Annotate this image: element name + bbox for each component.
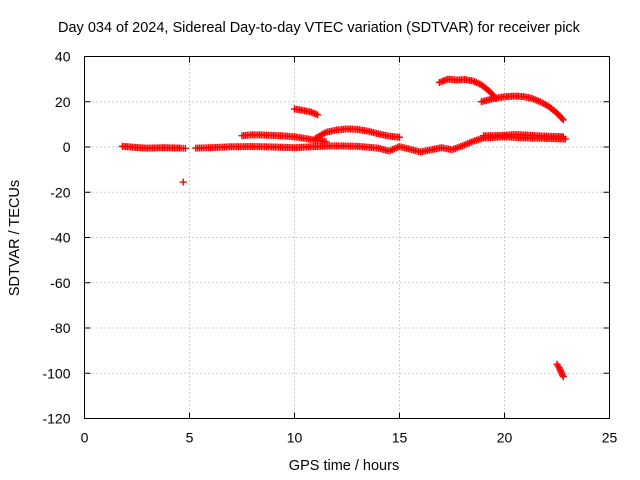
data-point bbox=[558, 114, 566, 122]
y-axis-label: SDTVAR / TECUs bbox=[7, 180, 23, 296]
data-point bbox=[559, 373, 567, 381]
data-point bbox=[559, 116, 567, 124]
data-point bbox=[181, 144, 189, 152]
x-tick-label: 25 bbox=[602, 430, 618, 446]
y-axis: -120 -100 -80 -60 -40 -20 0 20 40 bbox=[42, 49, 610, 427]
data-point bbox=[322, 138, 330, 146]
data-point bbox=[396, 133, 403, 141]
data-points bbox=[118, 75, 569, 381]
y-tick-label: -120 bbox=[42, 411, 70, 427]
y-tick-label: 40 bbox=[55, 49, 71, 65]
x-tick-label: 15 bbox=[392, 430, 408, 446]
y-tick-label: -80 bbox=[50, 320, 70, 336]
y-tick-label: -100 bbox=[42, 365, 70, 381]
y-tick-label: 20 bbox=[55, 94, 71, 110]
x-axis-label: GPS time / hours bbox=[289, 458, 399, 474]
x-tick-label: 0 bbox=[81, 430, 89, 446]
data-point bbox=[321, 129, 328, 137]
x-tick-label: 5 bbox=[186, 430, 194, 446]
grid bbox=[84, 56, 610, 419]
x-axis: 0 5 10 15 20 25 bbox=[81, 56, 618, 446]
data-point bbox=[314, 111, 322, 119]
data-point bbox=[559, 133, 567, 141]
plot-frame bbox=[84, 56, 610, 419]
y-tick-label: -40 bbox=[50, 230, 70, 246]
y-tick-label: -60 bbox=[50, 275, 70, 291]
x-tick-label: 20 bbox=[497, 430, 513, 446]
y-tick-label: -20 bbox=[50, 184, 70, 200]
x-tick-label: 10 bbox=[287, 430, 303, 446]
chart-title: Day 034 of 2024, Sidereal Day-to-day VTE… bbox=[58, 20, 581, 36]
data-point bbox=[179, 178, 187, 186]
y-tick-label: 0 bbox=[63, 139, 71, 155]
